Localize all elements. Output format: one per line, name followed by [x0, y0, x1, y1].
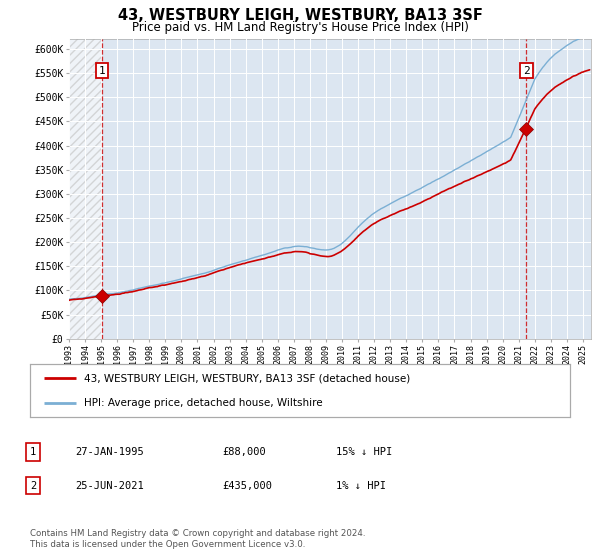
Bar	[69, 39, 102, 339]
Text: £435,000: £435,000	[222, 480, 272, 491]
Text: 1: 1	[30, 447, 36, 457]
Text: 1% ↓ HPI: 1% ↓ HPI	[336, 480, 386, 491]
Text: 2: 2	[30, 480, 36, 491]
Text: 1: 1	[99, 66, 106, 76]
Text: 27-JAN-1995: 27-JAN-1995	[75, 447, 144, 457]
Text: 43, WESTBURY LEIGH, WESTBURY, BA13 3SF: 43, WESTBURY LEIGH, WESTBURY, BA13 3SF	[118, 8, 482, 24]
Text: 15% ↓ HPI: 15% ↓ HPI	[336, 447, 392, 457]
Text: Price paid vs. HM Land Registry's House Price Index (HPI): Price paid vs. HM Land Registry's House …	[131, 21, 469, 34]
Text: 2: 2	[523, 66, 530, 76]
Text: £88,000: £88,000	[222, 447, 266, 457]
Text: 43, WESTBURY LEIGH, WESTBURY, BA13 3SF (detached house): 43, WESTBURY LEIGH, WESTBURY, BA13 3SF (…	[84, 374, 410, 384]
Text: HPI: Average price, detached house, Wiltshire: HPI: Average price, detached house, Wilt…	[84, 398, 323, 408]
Text: Contains HM Land Registry data © Crown copyright and database right 2024.
This d: Contains HM Land Registry data © Crown c…	[30, 529, 365, 549]
Text: 25-JUN-2021: 25-JUN-2021	[75, 480, 144, 491]
